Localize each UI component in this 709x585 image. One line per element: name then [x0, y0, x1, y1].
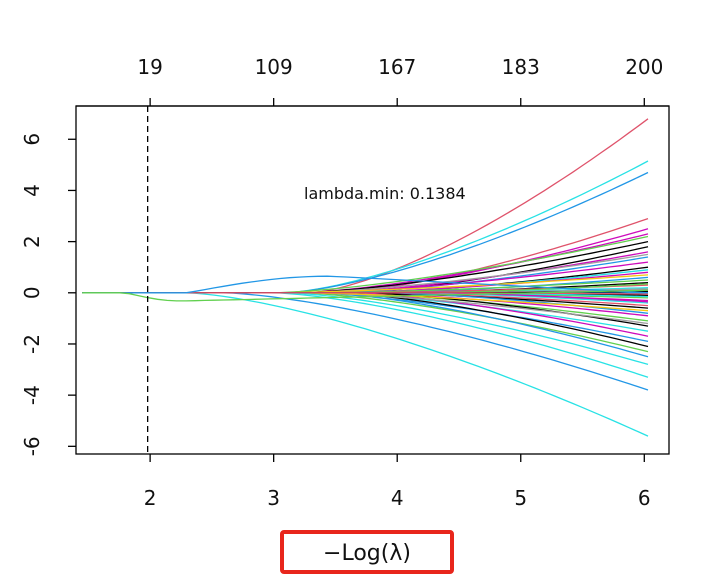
series-line-early-rise: [82, 275, 649, 294]
x-tick-label: 4: [391, 486, 404, 510]
top-tick-label: 109: [255, 55, 293, 79]
series-line-early-dip: [82, 289, 649, 302]
series-line-coef-34: [82, 292, 649, 337]
series-line-coef-40: [82, 292, 649, 378]
y-tick-label: 2: [20, 235, 44, 248]
y-tick-label: 4: [20, 184, 44, 197]
top-tick-label: 183: [502, 55, 540, 79]
series-line-coef-42: [82, 292, 649, 437]
x-tick-label: 3: [267, 486, 280, 510]
series-lines: [82, 118, 649, 437]
lambda-min-annotation: lambda.min: 0.1384: [304, 184, 466, 203]
x-tick-label: 2: [144, 486, 157, 510]
top-tick-label: 200: [625, 55, 663, 79]
x-tick-label: 5: [514, 486, 527, 510]
y-tick-label: -2: [20, 334, 44, 354]
x-tick-label: 6: [638, 486, 651, 510]
y-tick-label: -6: [20, 436, 44, 456]
top-tick-label: 167: [378, 55, 416, 79]
series-line-coef-4: [82, 217, 649, 294]
x-axis-label: −Log(λ): [323, 541, 411, 566]
y-tick-label: 0: [20, 286, 44, 299]
y-tick-label: -4: [20, 385, 44, 405]
top-tick-label: 19: [137, 55, 162, 79]
y-tick-label: 6: [20, 133, 44, 146]
xlabel-highlight-box: [280, 530, 454, 574]
axes: 2 3 4 5 6 19 109 167 183 200 6 4 2 0 -2 -4 -6: [20, 55, 669, 510]
